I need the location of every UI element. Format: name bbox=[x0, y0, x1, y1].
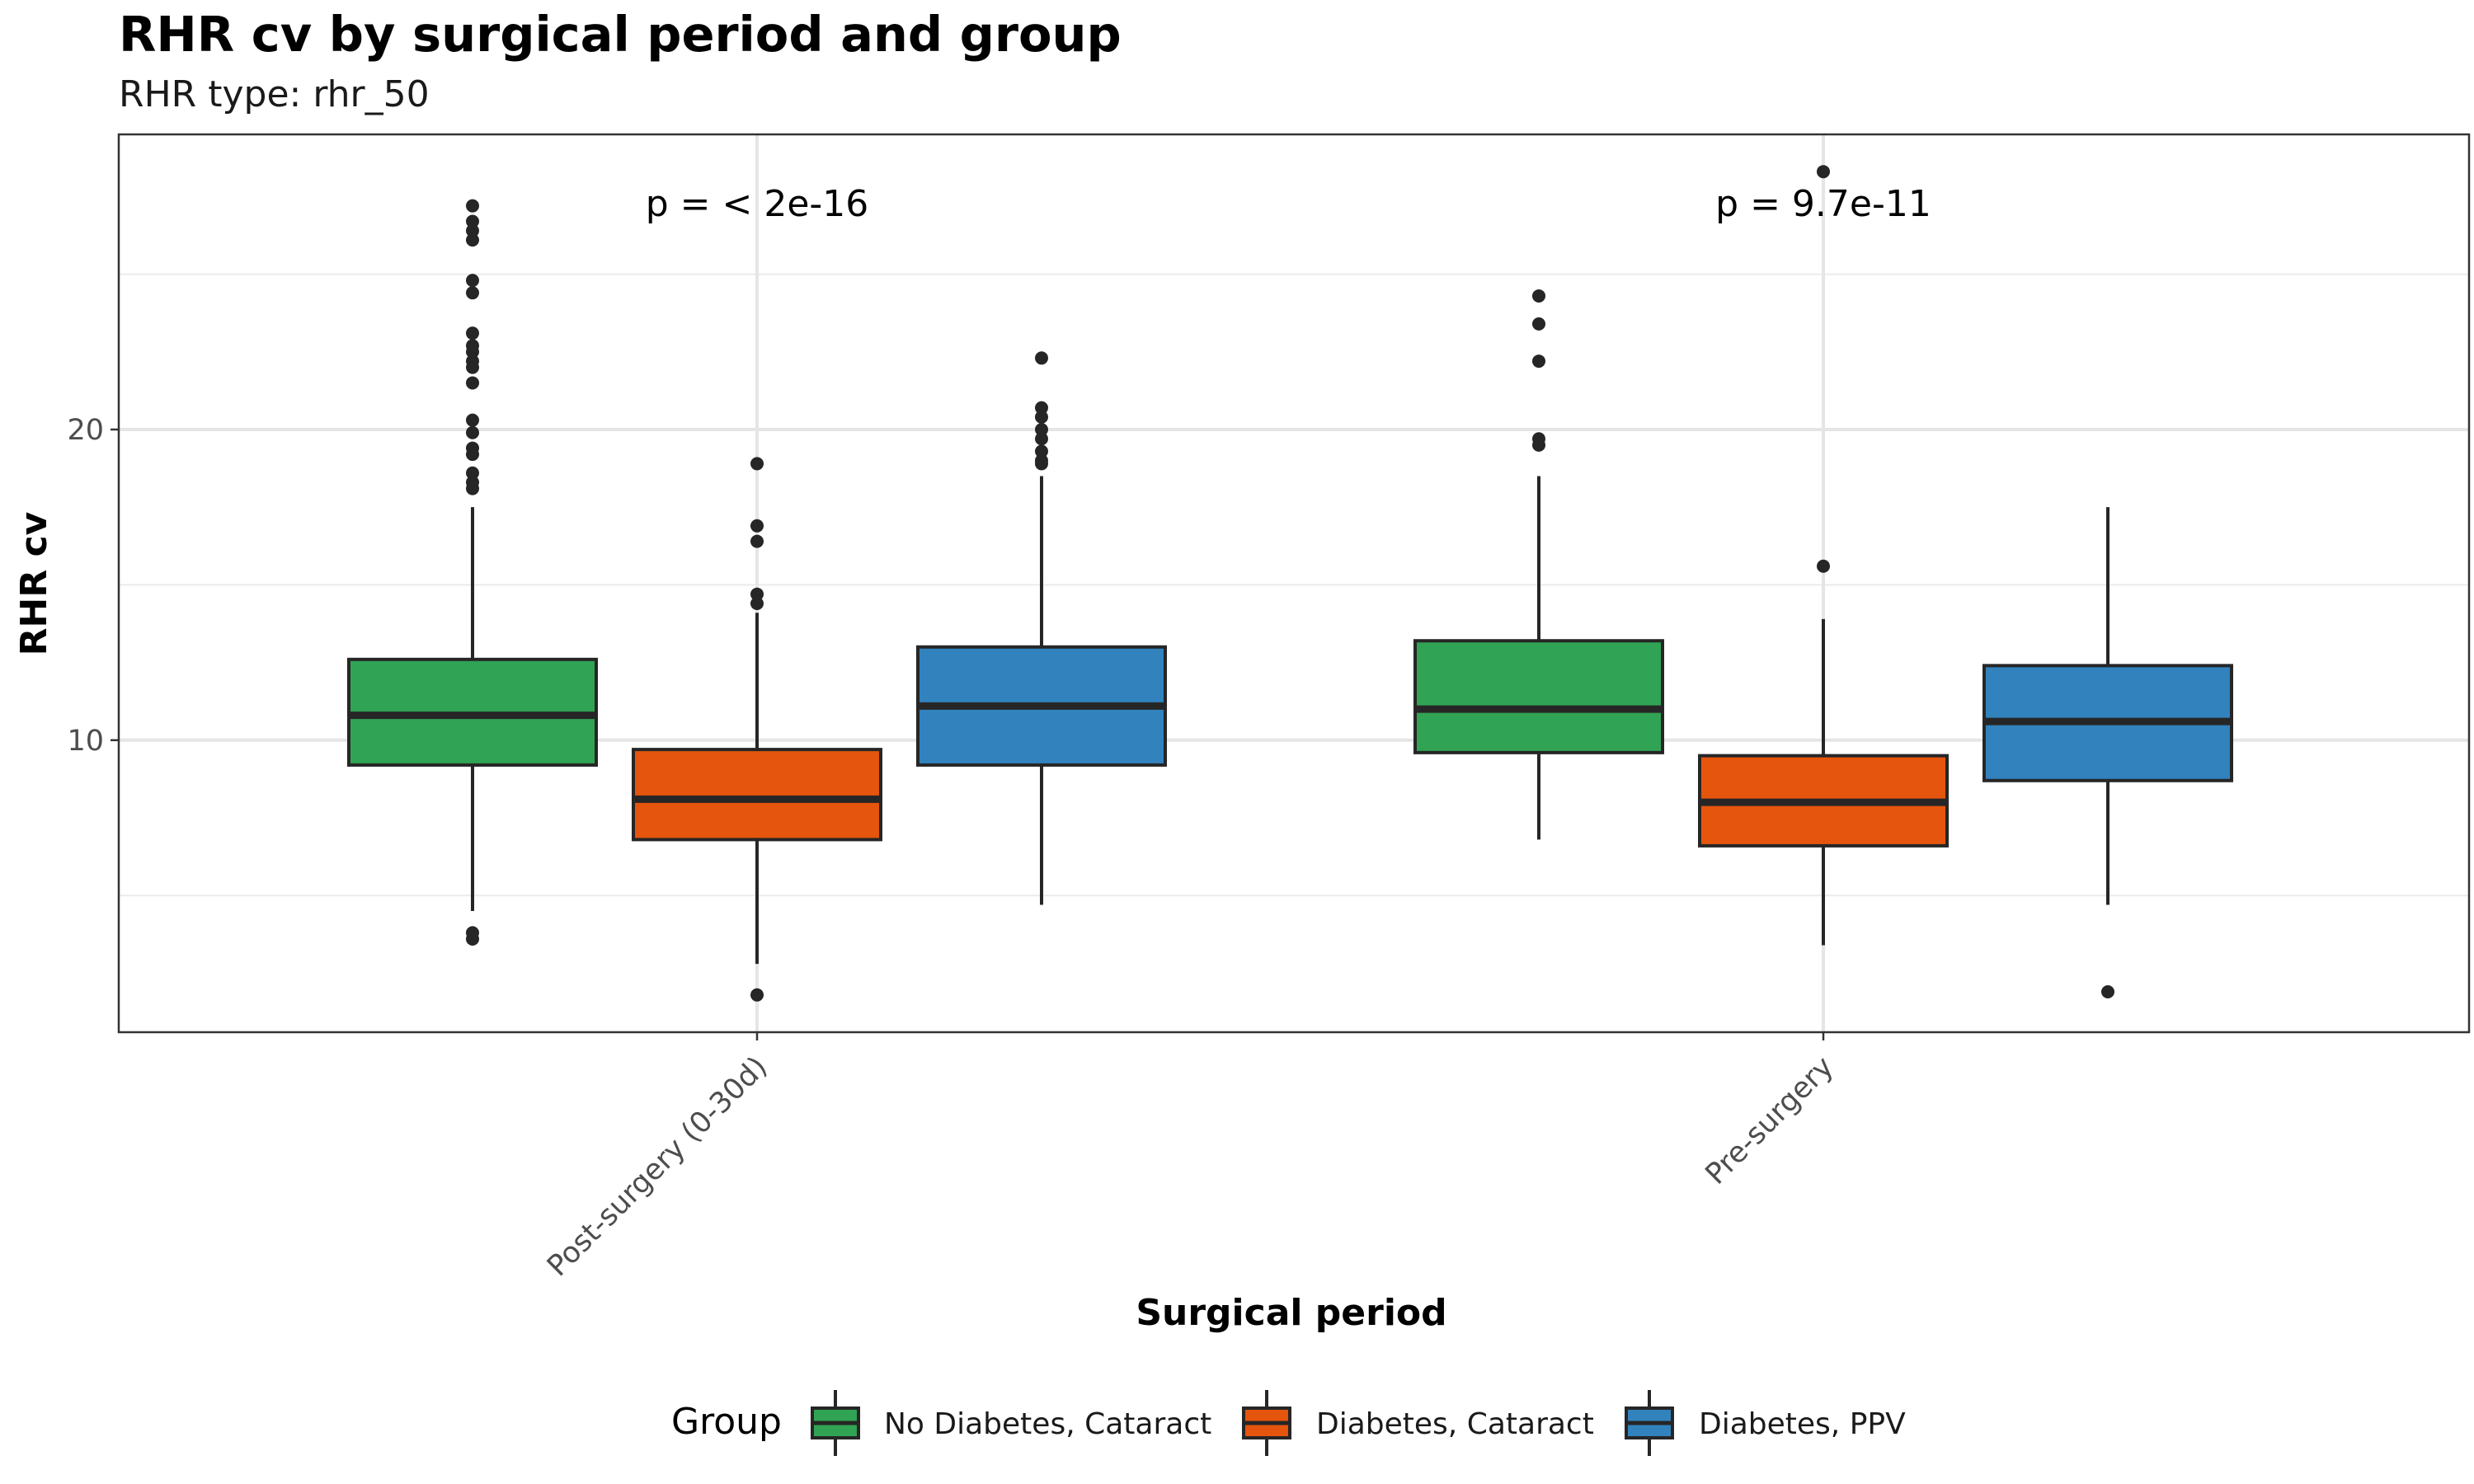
x-axis-title: Surgical period bbox=[1136, 1292, 1446, 1334]
x-tick-label: Post-surgery (0-30d) bbox=[541, 1050, 774, 1283]
outlier-point bbox=[466, 413, 479, 427]
legend-title: Group bbox=[671, 1401, 782, 1443]
outlier-point bbox=[466, 274, 479, 288]
outlier-point bbox=[1817, 165, 1830, 179]
outlier-point bbox=[466, 223, 479, 237]
box-group bbox=[1982, 507, 2233, 999]
outlier-point bbox=[750, 988, 764, 1002]
box-group bbox=[632, 457, 882, 1002]
outlier-point bbox=[1035, 351, 1048, 365]
outlier-point bbox=[1817, 559, 1830, 573]
outlier-point bbox=[466, 345, 479, 359]
chart-subtitle: RHR type: rhr_50 bbox=[119, 73, 430, 115]
outlier-point bbox=[1035, 432, 1048, 446]
outlier-point bbox=[466, 286, 479, 300]
outlier-point bbox=[466, 214, 479, 228]
outlier-point bbox=[750, 519, 764, 533]
outlier-point bbox=[466, 233, 479, 247]
panel-border bbox=[117, 133, 2471, 1034]
plot-area: 10 20 Post-surgery (0-30d) Pre-surgery p = <… bbox=[67, 133, 2471, 1283]
box bbox=[1413, 639, 1664, 754]
outlier-point bbox=[466, 376, 479, 390]
box-group bbox=[1698, 165, 1949, 946]
y-axis-title: RHR cv bbox=[13, 511, 55, 655]
outlier-point bbox=[466, 360, 479, 374]
outlier-point bbox=[1035, 457, 1048, 471]
outlier-point bbox=[1035, 410, 1048, 424]
legend-label: Diabetes, PPV bbox=[1699, 1407, 1906, 1441]
outlier-point bbox=[1035, 444, 1048, 458]
outlier-point bbox=[750, 534, 764, 548]
p-value-annotation: p = 9.7e-11 bbox=[1715, 183, 1931, 225]
outlier-point bbox=[466, 932, 479, 946]
outlier-point bbox=[466, 425, 479, 439]
legend-item: Diabetes, PPV bbox=[1625, 1390, 1906, 1456]
box-group bbox=[347, 199, 598, 946]
outlier-point bbox=[466, 466, 479, 480]
outlier-point bbox=[1532, 438, 1545, 452]
outlier-point bbox=[1035, 401, 1048, 415]
chart-title: RHR cv by surgical period and group bbox=[119, 6, 1122, 63]
y-tick-label: 20 bbox=[67, 414, 104, 447]
box-group bbox=[916, 351, 1167, 905]
legend-item: No Diabetes, Cataract bbox=[811, 1390, 1211, 1456]
outlier-point bbox=[750, 587, 764, 601]
outlier-point bbox=[1532, 317, 1545, 331]
outlier-point bbox=[750, 596, 764, 610]
outlier-point bbox=[1532, 355, 1545, 369]
outlier-point bbox=[466, 326, 479, 340]
outlier-point bbox=[466, 199, 479, 213]
outlier-point bbox=[750, 457, 764, 471]
outlier-point bbox=[466, 481, 479, 495]
y-tick-label: 10 bbox=[67, 725, 104, 758]
box bbox=[632, 748, 882, 842]
outlier-point bbox=[2101, 985, 2114, 999]
box-group bbox=[1413, 289, 1664, 840]
legend-item: Diabetes, Cataract bbox=[1242, 1390, 1594, 1456]
legend-label: No Diabetes, Cataract bbox=[884, 1407, 1211, 1441]
legend-label: Diabetes, Cataract bbox=[1316, 1407, 1594, 1441]
x-tick-label: Pre-surgery bbox=[1700, 1050, 1841, 1191]
legend: Group No Diabetes, Cataract Diabetes, Cat… bbox=[671, 1390, 1906, 1456]
outlier-point bbox=[466, 448, 479, 462]
outlier-point bbox=[1035, 422, 1048, 436]
outlier-point bbox=[1532, 289, 1545, 303]
p-value-annotation: p = < 2e-16 bbox=[646, 183, 869, 225]
